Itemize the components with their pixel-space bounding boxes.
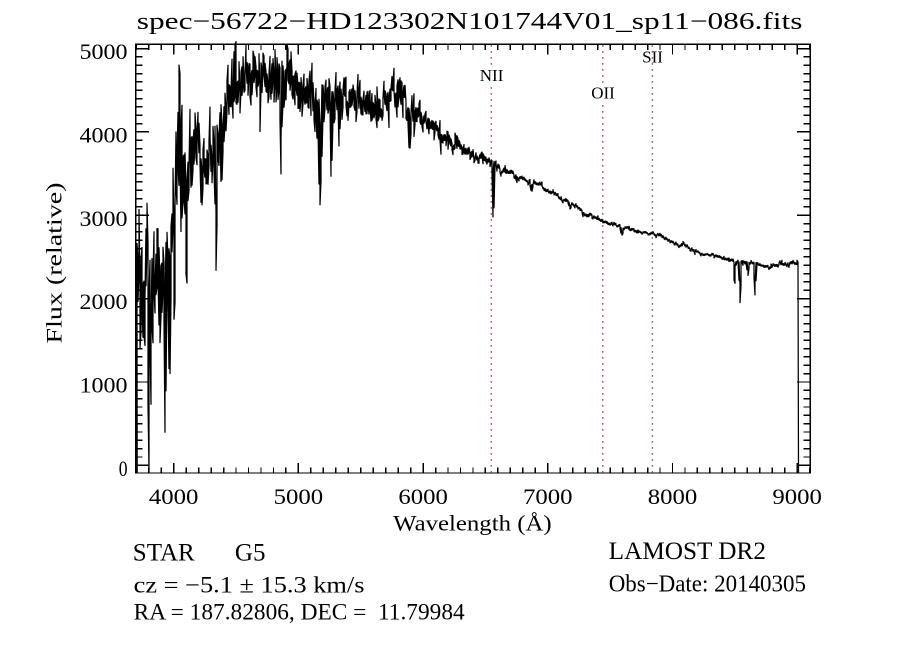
- svg-text:0: 0: [119, 456, 128, 481]
- svg-text:NII: NII: [480, 66, 504, 85]
- svg-text:4000: 4000: [149, 484, 199, 509]
- svg-text:4000: 4000: [80, 123, 128, 148]
- svg-text:Obs−Date: 20140305: Obs−Date: 20140305: [609, 571, 806, 597]
- svg-text:cz = −5.1 ± 15.3 km/s: cz = −5.1 ± 15.3 km/s: [134, 573, 365, 598]
- svg-text:5000: 5000: [274, 484, 324, 509]
- svg-text:spec−56722−HD123302N101744V01_: spec−56722−HD123302N101744V01_sp11−086.f…: [137, 9, 803, 35]
- svg-text:G5: G5: [235, 540, 266, 567]
- svg-text:7000: 7000: [523, 484, 573, 509]
- svg-text:LAMOST DR2: LAMOST DR2: [609, 538, 766, 565]
- svg-text:6000: 6000: [398, 484, 448, 509]
- svg-text:OII: OII: [591, 84, 615, 103]
- svg-text:5000: 5000: [80, 39, 128, 64]
- svg-text:8000: 8000: [648, 484, 698, 509]
- svg-text:Wavelength (Å): Wavelength (Å): [393, 511, 552, 536]
- svg-text:2000: 2000: [80, 289, 128, 314]
- svg-text:SII: SII: [642, 48, 663, 67]
- svg-text:RA = 187.82806, DEC = 11.7998: RA = 187.82806, DEC = 11.79984: [134, 599, 465, 624]
- svg-text:Flux (relative): Flux (relative): [41, 183, 66, 344]
- svg-text:9000: 9000: [772, 484, 822, 509]
- svg-text:1000: 1000: [80, 373, 128, 398]
- svg-text:3000: 3000: [80, 206, 128, 231]
- svg-text:STAR: STAR: [133, 540, 195, 567]
